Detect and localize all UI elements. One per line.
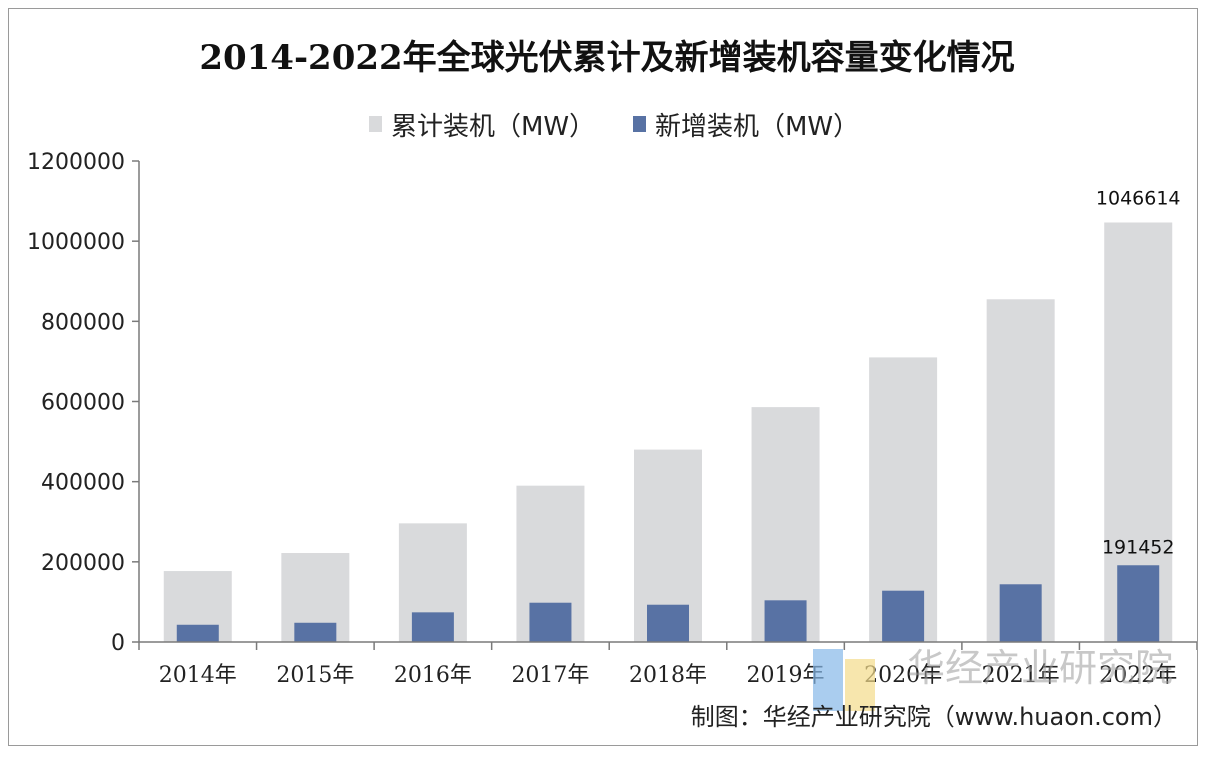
legend-swatch-cumulative [369,116,382,132]
x-axis: 2014年 2015年 2016年 2017年 2018年 2019年 2020年 2021年… [138,641,1197,688]
watermark-logo-block-yellow [845,659,875,711]
x-tick-label: 2014年 [159,663,237,688]
bar-new [647,604,689,642]
x-tick-label: 2020年 [864,663,942,688]
chart-frame: 2014-2022年全球光伏累计及新增装机容量变化情况 累计装机（MW） 新增装… [8,8,1198,746]
watermark: 华经产业研究院 [813,646,1173,711]
y-tick-label: 400000 [41,471,125,496]
x-tick-label: 2022年 [1099,663,1177,688]
legend: 累计装机（MW） 新增装机（MW） [369,112,859,142]
chart-title: 2014-2022年全球光伏累计及新增装机容量变化情况 [199,38,1014,78]
source-credit: 制图：华经产业研究院（www.huaon.com） [691,703,1177,731]
legend-label-cumulative: 累计装机（MW） [391,112,595,142]
bar-new [294,622,337,642]
y-tick-label: 1000000 [27,230,125,255]
watermark-logo-block-blue [813,649,843,711]
y-axis: 0 200000 400000 600000 800000 1000000 1200000 [27,150,140,656]
chart-canvas: 2014-2022年全球光伏累计及新增装机容量变化情况 累计装机（MW） 新增装… [27,38,1197,731]
y-tick-label: 0 [111,631,125,656]
data-label-cumulative-2022: 1046614 [1096,187,1181,209]
x-tick-label: 2019年 [747,663,825,688]
legend-swatch-new [633,116,646,132]
y-tick-label: 1200000 [27,150,125,175]
y-tick-label: 200000 [41,551,125,576]
data-label-new-2022: 191452 [1102,536,1175,558]
x-tick-label: 2021年 [982,663,1060,688]
bar-new [764,600,807,642]
x-tick-label: 2017年 [511,663,589,688]
bar-new [176,624,219,642]
bar-series: 1046614 191452 [163,187,1181,642]
y-tick-label: 600000 [41,391,125,416]
x-tick-label: 2018年 [629,663,707,688]
x-tick-label: 2015年 [276,663,354,688]
legend-label-new: 新增装机（MW） [655,112,859,142]
y-tick-label: 800000 [41,310,125,335]
bar-new [882,590,925,642]
bar-new [999,584,1042,642]
bar-new [1117,565,1160,642]
bar-new [411,612,454,642]
watermark-text: 华经产业研究院 [907,646,1173,690]
x-tick-label: 2016年 [394,663,472,688]
bar-new [529,602,572,642]
